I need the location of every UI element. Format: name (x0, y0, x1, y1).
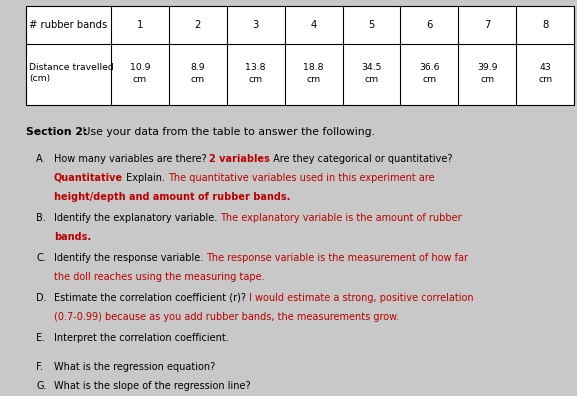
Text: cm: cm (422, 74, 436, 84)
Text: D.: D. (36, 293, 47, 303)
Text: What is the slope of the regression line?: What is the slope of the regression line… (54, 381, 250, 391)
Text: cm: cm (480, 74, 494, 84)
Text: F.: F. (36, 362, 43, 372)
Text: 18.8: 18.8 (304, 63, 324, 72)
Text: Identify the explanatory variable.: Identify the explanatory variable. (54, 213, 220, 223)
Text: cm: cm (365, 74, 379, 84)
Text: Identify the response variable.: Identify the response variable. (54, 253, 206, 263)
Text: C.: C. (36, 253, 46, 263)
Bar (26, 6, 574, 105)
Text: 6: 6 (426, 20, 433, 30)
Text: Explain.: Explain. (123, 173, 168, 183)
Text: 2 variables: 2 variables (209, 154, 270, 164)
Text: 8.9: 8.9 (190, 63, 205, 72)
Text: (cm): (cm) (29, 74, 50, 83)
Text: the doll reaches using the measuring tape.: the doll reaches using the measuring tap… (54, 272, 264, 282)
Text: (0.7-0.99) because as you add rubber bands, the measurements grow.: (0.7-0.99) because as you add rubber ban… (54, 312, 399, 322)
Text: The response variable is the measurement of how far: The response variable is the measurement… (206, 253, 468, 263)
Text: 8: 8 (542, 20, 548, 30)
Text: E.: E. (36, 333, 46, 343)
Text: 10.9: 10.9 (130, 63, 150, 72)
Text: Section 2:: Section 2: (26, 127, 88, 137)
Text: 3: 3 (253, 20, 259, 30)
Text: 2: 2 (194, 20, 201, 30)
Text: What is the regression equation?: What is the regression equation? (54, 362, 215, 372)
Text: How many variables are there?: How many variables are there? (54, 154, 209, 164)
Text: 7: 7 (484, 20, 490, 30)
Text: I would estimate a strong, positive correlation: I would estimate a strong, positive corr… (249, 293, 473, 303)
Text: 1: 1 (137, 20, 143, 30)
Text: Interpret the correlation coefficient.: Interpret the correlation coefficient. (54, 333, 228, 343)
Text: The quantitative variables used in this experiment are: The quantitative variables used in this … (168, 173, 434, 183)
Text: G.: G. (36, 381, 47, 391)
Text: cm: cm (133, 74, 147, 84)
Text: Are they categorical or quantitative?: Are they categorical or quantitative? (270, 154, 453, 164)
Text: 34.5: 34.5 (361, 63, 381, 72)
Text: Estimate the correlation coefficient (r)?: Estimate the correlation coefficient (r)… (54, 293, 249, 303)
Text: 13.8: 13.8 (245, 63, 266, 72)
Text: The explanatory variable is the amount of rubber: The explanatory variable is the amount o… (220, 213, 462, 223)
Text: 4: 4 (310, 20, 317, 30)
Text: 36.6: 36.6 (419, 63, 440, 72)
Text: 39.9: 39.9 (477, 63, 497, 72)
Text: cm: cm (249, 74, 263, 84)
Text: cm: cm (538, 74, 552, 84)
Text: height/depth and amount of rubber bands.: height/depth and amount of rubber bands. (54, 192, 290, 202)
Text: cm: cm (306, 74, 321, 84)
Text: cm: cm (191, 74, 205, 84)
Text: 5: 5 (368, 20, 374, 30)
Text: # rubber bands: # rubber bands (29, 20, 107, 30)
Text: B.: B. (36, 213, 46, 223)
Text: bands.: bands. (54, 232, 91, 242)
Text: Quantitative: Quantitative (54, 173, 123, 183)
Text: Distance travelled: Distance travelled (29, 63, 114, 72)
Text: A.: A. (36, 154, 46, 164)
Text: 43: 43 (539, 63, 551, 72)
Text: Use your data from the table to answer the following.: Use your data from the table to answer t… (79, 127, 375, 137)
